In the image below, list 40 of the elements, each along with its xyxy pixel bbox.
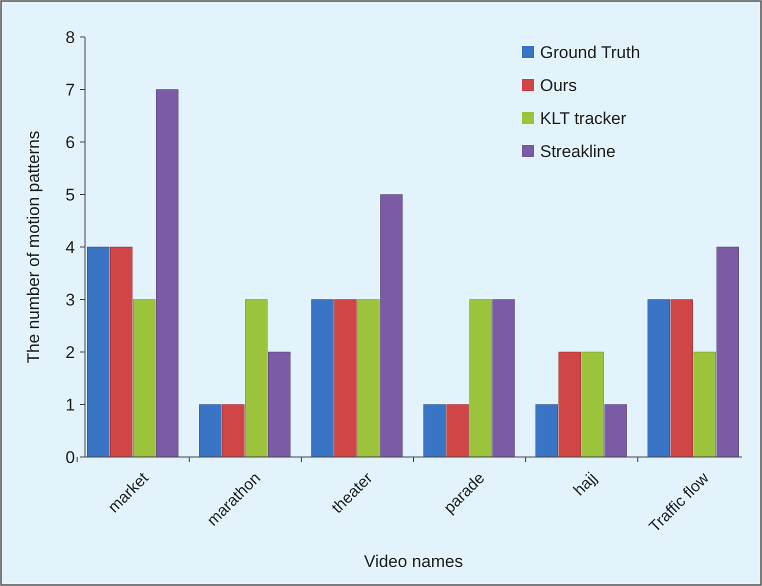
bar — [670, 299, 694, 458]
bar — [86, 246, 110, 458]
y-tick-label: 3 — [66, 290, 75, 310]
bar — [648, 299, 670, 458]
y-tick-label: 2 — [66, 342, 75, 362]
bar — [110, 246, 132, 458]
y-tick-label: 6 — [66, 132, 75, 152]
bar — [334, 299, 357, 458]
bar — [716, 246, 740, 458]
x-tick-label: hajj — [570, 470, 600, 500]
bar — [423, 404, 446, 458]
bar — [156, 89, 178, 458]
bar — [492, 299, 515, 458]
bar — [446, 404, 469, 458]
y-tick-label: 5 — [66, 185, 75, 204]
legend-label: Ground Truth — [540, 42, 640, 62]
x-axis-title: Video names — [364, 552, 463, 571]
bar — [222, 404, 245, 458]
legend-label: KLT tracker — [540, 108, 627, 128]
bar — [199, 404, 222, 458]
bar — [581, 352, 604, 458]
bar — [604, 404, 627, 458]
legend-label: Streakline — [540, 142, 616, 161]
y-tick-label: 8 — [66, 28, 75, 47]
bar — [245, 299, 268, 458]
bar — [469, 299, 492, 458]
bar — [558, 352, 581, 458]
y-tick-label: 0 — [66, 448, 75, 467]
bar — [311, 299, 334, 458]
y-tick-label: 1 — [66, 395, 75, 414]
bar — [357, 299, 380, 458]
y-tick-label: 7 — [66, 80, 75, 100]
bar — [132, 299, 156, 458]
y-tick-label: 4 — [66, 238, 75, 257]
bar — [268, 352, 291, 458]
bar — [535, 404, 558, 458]
y-axis-title: The number of motion patterns — [24, 130, 43, 364]
legend-label: Ours — [540, 76, 577, 95]
bar — [694, 352, 716, 458]
bar — [380, 194, 403, 458]
